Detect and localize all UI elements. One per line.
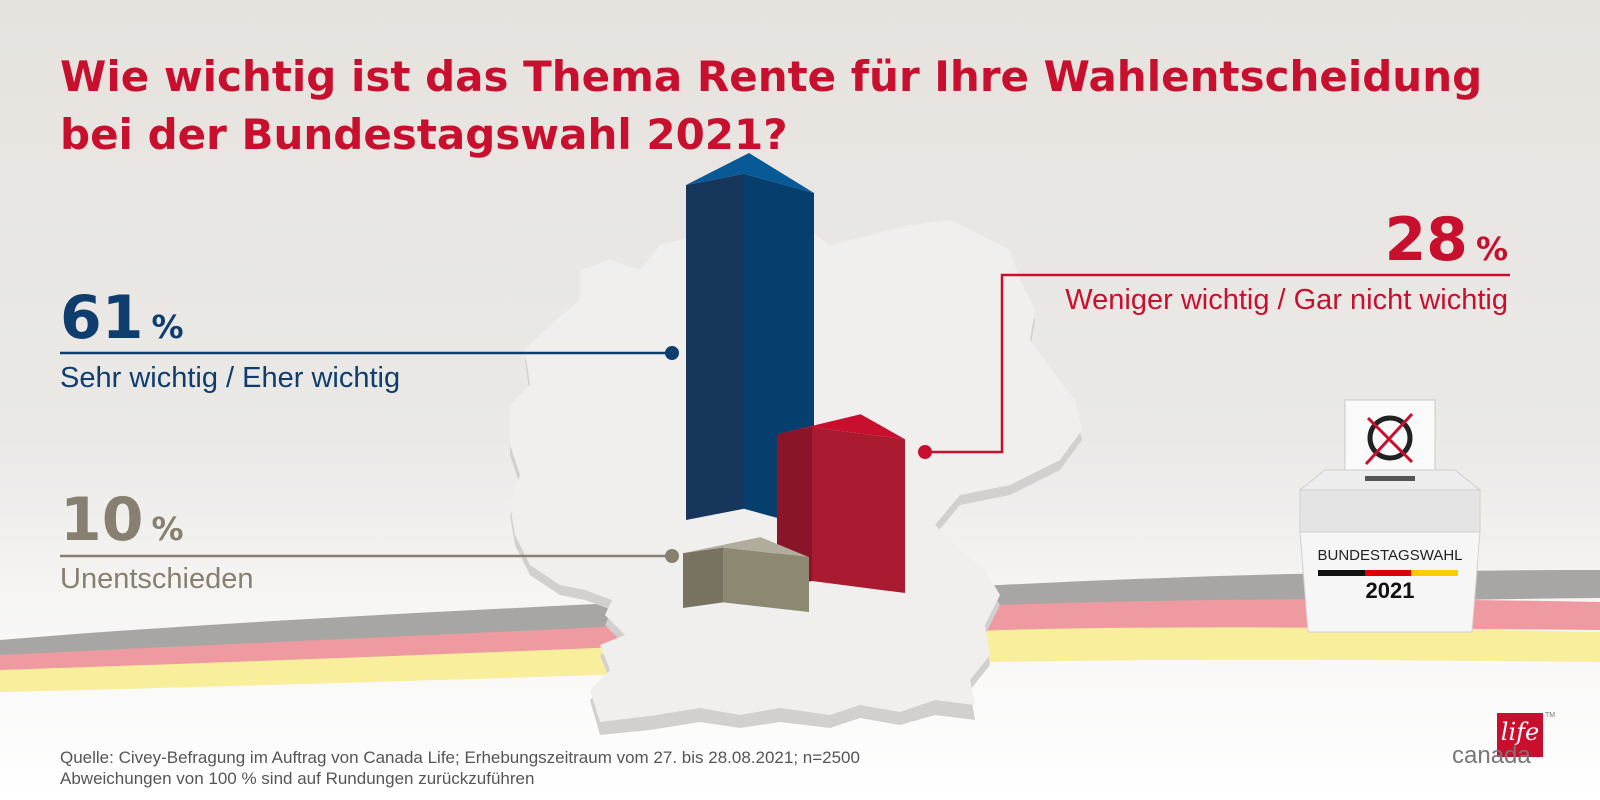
stat-important-value: 61 <box>60 283 144 353</box>
ballot-stripe-black <box>1318 570 1365 576</box>
bars-3d <box>683 153 905 612</box>
logo-text: canada <box>1452 742 1531 769</box>
stat-undecided-value: 10 <box>60 485 144 555</box>
bar-undecided-top <box>683 537 809 558</box>
ballot-stripe-gold <box>1411 570 1458 576</box>
connector-dot-undecided <box>665 549 679 563</box>
bar-less-side <box>812 427 905 593</box>
connector-lines <box>60 273 1510 563</box>
canada-life-logo-mark <box>1497 713 1543 757</box>
ballot-box-year: 2021 <box>1365 578 1415 603</box>
source-note: Quelle: Civey-Befragung im Auftrag von C… <box>60 747 860 789</box>
connector-dot-less <box>918 445 932 459</box>
stat-important-unit: % <box>151 308 184 346</box>
logo-tm: TM <box>1545 712 1556 719</box>
stat-undecided: 10% <box>60 490 184 550</box>
connector-less <box>925 273 1510 454</box>
logo-mark-text: life <box>1500 718 1540 746</box>
stat-important: 61% <box>60 288 184 348</box>
stat-undecided-label: Unentschieden <box>60 563 254 595</box>
page-title: Wie wichtig ist das Thema Rente für Ihre… <box>60 52 1483 159</box>
bar-important-top <box>686 153 814 193</box>
source-line-1: Quelle: Civey-Befragung im Auftrag von C… <box>60 748 860 767</box>
ballot-cross-icon <box>1364 412 1414 466</box>
stat-less-label: Weniger wichtig / Gar nicht wichtig <box>1065 284 1508 316</box>
ballot-circle-icon <box>1367 415 1413 461</box>
connector-dot-important <box>665 346 679 360</box>
bar-undecided-side <box>723 547 809 612</box>
ballot-stripe-red <box>1365 570 1411 576</box>
bar-important-front <box>686 173 744 521</box>
ballot-box <box>1298 399 1482 633</box>
bar-undecided-front <box>683 547 723 608</box>
stat-less-value: 28 <box>1384 205 1468 275</box>
bar-less-top <box>777 414 905 440</box>
stat-less-unit: % <box>1475 230 1508 268</box>
stat-important-label: Sehr wichtig / Eher wichtig <box>60 362 401 394</box>
ballot-box-label: BUNDESTAGSWAHL <box>1317 547 1463 564</box>
source-line-2: Abweichungen von 100 % sind auf Rundunge… <box>60 769 535 788</box>
stat-less: 28% <box>1384 210 1508 270</box>
stat-undecided-unit: % <box>151 510 184 548</box>
